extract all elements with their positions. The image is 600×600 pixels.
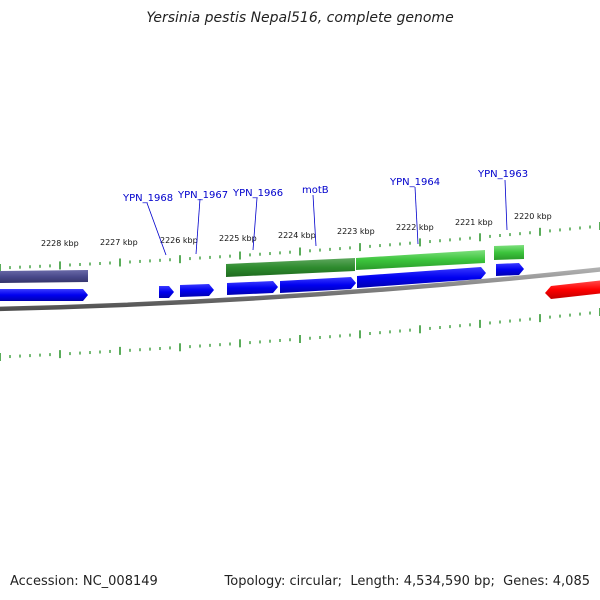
- gene-label-leaders: [146, 179, 508, 256]
- accession-label: Accession:: [10, 574, 79, 589]
- topology-value: circular: [289, 574, 338, 589]
- cds-green-2: [356, 250, 485, 270]
- scale-labels: 2220 kbp 2221 kbp 2222 kbp 2223 kbp 2224 kbp…: [41, 212, 552, 248]
- genes-value: 4,085: [552, 574, 590, 589]
- gene-arrow-4: [227, 281, 278, 295]
- gene-label-ypn1964: YPN_1964: [389, 177, 440, 188]
- gene-arrow-7: [496, 263, 524, 276]
- gene-label-ypn1966: YPN_1966: [232, 188, 283, 199]
- outer-tick-ring: [0, 222, 600, 272]
- accession-info: Accession: NC_008149: [10, 574, 158, 589]
- map-title: Yersinia pestis Nepal516, complete genom…: [146, 10, 454, 26]
- gene-label-ypn1967: YPN_1967: [177, 190, 228, 201]
- cds-green-3: [494, 245, 524, 260]
- scale-label: 2220 kbp: [514, 212, 552, 221]
- scale-label: 2222 kbp: [396, 223, 434, 232]
- scale-label: 2221 kbp: [455, 218, 493, 227]
- topology-label: Topology:: [224, 574, 286, 589]
- scale-label: 2225 kbp: [219, 234, 257, 243]
- gene-label-motb: motB: [302, 185, 329, 196]
- scale-label: 2226 kbp: [160, 236, 198, 245]
- scale-label: 2227 kbp: [100, 238, 138, 247]
- cds-green-1: [226, 258, 355, 277]
- feature-red: [545, 280, 600, 299]
- gene-arrow-1: [0, 289, 88, 301]
- accession-value: NC_008149: [82, 574, 158, 589]
- length-label: Length:: [350, 574, 400, 589]
- gene-label-ypn1963: YPN_1963: [477, 169, 528, 180]
- scale-label: 2224 kbp: [278, 231, 316, 240]
- genome-summary: Topology: circular; Length: 4,534,590 bp…: [224, 574, 590, 589]
- feature-slate: [0, 270, 88, 283]
- genes-label: Genes:: [503, 574, 549, 589]
- scale-label: 2228 kbp: [41, 239, 79, 248]
- length-value: 4,534,590 bp: [403, 574, 491, 589]
- scale-label: 2223 kbp: [337, 227, 375, 236]
- inner-tick-ring: [0, 308, 600, 361]
- gene-label-ypn1968: YPN_1968: [122, 193, 173, 204]
- genome-backbone: [0, 267, 600, 312]
- gene-labels: YPN_1963 YPN_1964 motB YPN_1966 YPN_1967…: [122, 169, 528, 204]
- gene-arrow-2: [159, 286, 174, 298]
- gene-arrow-5: [280, 277, 356, 293]
- gene-arrow-6: [357, 267, 486, 288]
- gene-arrow-3: [180, 284, 214, 297]
